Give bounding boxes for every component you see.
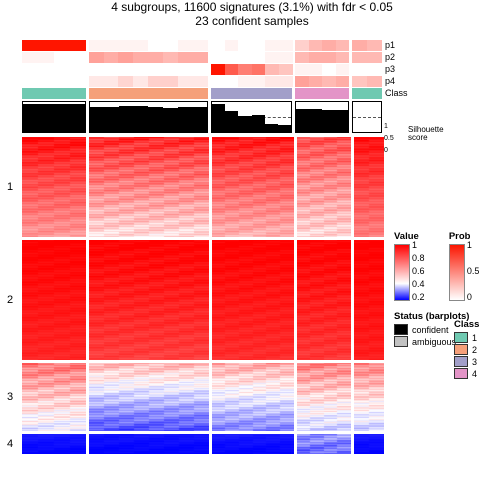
silhouette-block-2 [211,101,293,133]
class-cell-b2 [211,88,293,99]
track-label-class: Class [385,89,408,98]
heatmap-block-2-2 [212,240,294,360]
class-item-2: 2 [454,344,479,355]
heatmap-block-1-4 [354,137,384,237]
title: 4 subgroups, 11600 signatures (3.1%) wit… [0,0,504,14]
row-label-3: 3 [7,391,13,403]
heatmap-row-2 [22,240,382,360]
plot-area: p1p2p3p4Class 1 0.5 0 Silhouette score 1… [22,40,382,495]
prob-cell-p2-b0 [22,52,86,63]
prob-cell-p3-b1 [89,64,208,75]
silhouette-block-3 [295,101,349,133]
heatmap-block-2-3 [297,240,351,360]
heatmap-block-2-0 [22,240,86,360]
prob-gradient: 10.50 [449,244,465,301]
silh-axis-label: Silhouette score [408,126,444,142]
silh-tick-1: 1 [384,123,388,130]
value-gradient: 10.80.60.40.2 [394,244,410,301]
class-item-1: 1 [454,332,479,343]
prob-tick-0: 0 [467,293,472,302]
value-tick-0.4: 0.4 [412,280,425,289]
prob-cell-p3-b3 [295,64,349,75]
silhouette-block-0 [22,101,86,133]
heatmap-block-1-3 [297,137,351,237]
class-cell-b3 [295,88,349,99]
heatmap-block-3-4 [354,363,384,431]
prob-cell-p1-b0 [22,40,86,51]
prob-cell-p4-b0 [22,76,86,87]
silhouette-block-4 [352,101,382,133]
prob-cell-p4-b3 [295,76,349,87]
prob-track-p4 [22,76,382,87]
prob-cell-p4-b1 [89,76,208,87]
class-legend: Class 1234 [454,313,479,380]
class-cell-b0 [22,88,86,99]
silhouette-block-1 [89,101,208,133]
heatmap-block-3-2 [212,363,294,431]
class-track [22,88,382,99]
value-tick-0.2: 0.2 [412,293,425,302]
prob-cell-p4-b2 [211,76,293,87]
track-label-p1: p1 [385,41,395,50]
silh-tick-05: 0.5 [384,135,394,142]
prob-track-p1 [22,40,382,51]
prob-cell-p2-b2 [211,52,293,63]
heatmap-block-3-0 [22,363,86,431]
heatmap-block-3-3 [297,363,351,431]
heatmap-block-4-1 [89,434,209,454]
value-legend: Value 10.80.60.40.2 [394,225,419,301]
value-tick-0.6: 0.6 [412,267,425,276]
prob-cell-p2-b3 [295,52,349,63]
heatmap-block-1-2 [212,137,294,237]
silh-tick-0: 0 [384,147,388,154]
heatmap-block-4-3 [297,434,351,454]
heatmap-row-4 [22,434,382,454]
heatmap-block-2-1 [89,240,209,360]
heatmap-row-1 [22,137,382,237]
class-cell-b4 [352,88,382,99]
class-legend-title: Class [454,319,479,330]
class-item-4: 4 [454,368,479,379]
prob-track-p3 [22,64,382,75]
prob-cell-p1-b1 [89,40,208,51]
heatmap-row-3 [22,363,382,431]
subtitle: 23 confident samples [0,14,504,28]
row-label-1: 1 [7,181,13,193]
heatmap-block-4-2 [212,434,294,454]
heatmap-block-4-4 [354,434,384,454]
value-tick-1: 1 [412,241,417,250]
heatmap-block-2-4 [354,240,384,360]
row-label-4: 4 [7,438,13,450]
class-cell-b1 [89,88,208,99]
prob-tick-1: 1 [467,241,472,250]
heatmap-block-4-0 [22,434,86,454]
prob-cell-p2-b4 [352,52,382,63]
prob-legend: Prob 10.50 [449,225,471,301]
track-label-p4: p4 [385,77,395,86]
prob-cell-p3-b4 [352,64,382,75]
prob-track-p2 [22,52,382,63]
prob-cell-p2-b1 [89,52,208,63]
heatmap-block-1-0 [22,137,86,237]
prob-cell-p1-b4 [352,40,382,51]
row-label-2: 2 [7,294,13,306]
prob-cell-p1-b3 [295,40,349,51]
prob-cell-p3-b2 [211,64,293,75]
heatmap-block-1-1 [89,137,209,237]
track-label-p3: p3 [385,65,395,74]
prob-cell-p1-b2 [211,40,293,51]
heatmap-block-3-1 [89,363,209,431]
legend-area: Value 10.80.60.40.2 Prob 10.50 Status (b… [394,225,502,348]
prob-tick-0.5: 0.5 [467,267,480,276]
prob-cell-p4-b4 [352,76,382,87]
prob-cell-p3-b0 [22,64,86,75]
value-tick-0.8: 0.8 [412,254,425,263]
class-item-3: 3 [454,356,479,367]
track-label-p2: p2 [385,53,395,62]
